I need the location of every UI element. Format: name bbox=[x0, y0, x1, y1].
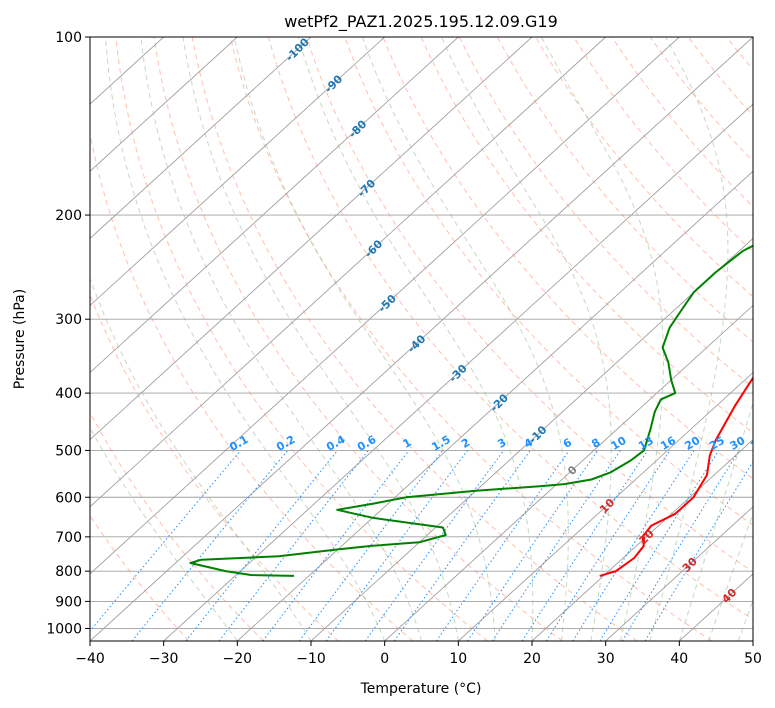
moist-adiabat-line bbox=[649, 37, 729, 641]
mixing-ratio-line bbox=[621, 450, 740, 641]
y-tick-label: 100 bbox=[55, 30, 82, 46]
x-tick-label: 0 bbox=[380, 651, 389, 667]
y-tick-label: 900 bbox=[55, 594, 82, 610]
moist-adiabat-line bbox=[90, 276, 312, 641]
dry-adiabat-line bbox=[754, 24, 775, 641]
isotherm-line bbox=[90, 37, 385, 307]
mixing-ratio-line bbox=[262, 450, 410, 641]
isotherm-line bbox=[237, 170, 753, 641]
moist-adiabat-line bbox=[140, 37, 422, 641]
temperature-line bbox=[599, 376, 753, 577]
y-tick-label: 700 bbox=[55, 530, 82, 546]
y-axis-label: Pressure (hPa) bbox=[12, 289, 28, 389]
isotherm-line bbox=[752, 640, 753, 641]
dry-adiabat-line bbox=[306, 37, 753, 573]
isotherm-line bbox=[458, 371, 753, 641]
mixing-ratio-line bbox=[364, 450, 505, 641]
x-tick-label: 40 bbox=[670, 651, 688, 667]
mixing-ratio-line bbox=[393, 450, 531, 641]
isotherm-line bbox=[90, 37, 459, 374]
mixing-ratio-line bbox=[521, 450, 649, 641]
moist-adiabat-line bbox=[361, 37, 569, 641]
moist-adiabat-line bbox=[182, 37, 459, 641]
y-tick-label: 200 bbox=[55, 208, 82, 224]
dry-adiabat-line bbox=[90, 293, 339, 641]
dry-adiabat-line bbox=[115, 37, 488, 641]
mixing-ratio-line bbox=[325, 450, 468, 641]
y-tick-label: 1000 bbox=[46, 622, 82, 638]
moist-adiabat-line bbox=[678, 401, 753, 641]
y-tick-label: 800 bbox=[55, 564, 82, 580]
mixing-ratio-line bbox=[572, 450, 695, 641]
mixing-ratio-line bbox=[435, 450, 570, 641]
x-tick-label: −10 bbox=[296, 651, 326, 667]
dry-adiabat-line bbox=[420, 37, 753, 434]
moist-adiabat-line bbox=[540, 37, 664, 641]
dry-adiabat-line bbox=[382, 37, 753, 480]
background-lines bbox=[90, 24, 775, 641]
mixing-ratio-line bbox=[185, 450, 338, 641]
x-axis-label: Temperature (°C) bbox=[360, 681, 482, 697]
moist-adiabat-line bbox=[105, 37, 386, 641]
mixing-ratio-line bbox=[545, 450, 671, 641]
isotherm-line bbox=[605, 506, 753, 641]
plot-frame bbox=[89, 36, 754, 642]
dry-adiabat-line bbox=[90, 514, 190, 641]
isotherm-line bbox=[90, 37, 606, 508]
mixing-ratio-line bbox=[491, 450, 621, 641]
x-tick-label: 10 bbox=[449, 651, 467, 667]
dry-adiabat-line bbox=[344, 37, 753, 526]
x-tick-label: 50 bbox=[744, 651, 762, 667]
dry-adiabat-line bbox=[229, 37, 712, 641]
moist-adiabat-line bbox=[441, 37, 612, 641]
y-tick-label: 500 bbox=[55, 443, 82, 459]
dry-adiabat-line bbox=[191, 37, 638, 641]
isotherm-line bbox=[90, 37, 533, 441]
moist-adiabat-line bbox=[90, 426, 238, 641]
y-tick-label: 600 bbox=[55, 490, 82, 506]
isotherm-line bbox=[163, 103, 753, 641]
y-tick-label: 400 bbox=[55, 386, 82, 402]
dry-adiabat-line bbox=[535, 37, 753, 298]
mixing-ratio-line bbox=[90, 450, 242, 632]
isotherm-line bbox=[90, 37, 312, 239]
y-tick-label: 300 bbox=[55, 312, 82, 328]
x-tick-label: −40 bbox=[75, 651, 105, 667]
dry-adiabat-line bbox=[90, 411, 264, 641]
dry-adiabat-line bbox=[153, 37, 563, 641]
axes: −40 −30 −20 −10 0 10 20 30 40 50 100 200 300 400 500 60… bbox=[46, 30, 762, 667]
mixing-ratio-line bbox=[298, 450, 444, 641]
isotherm-line bbox=[90, 37, 238, 172]
isotherm-line bbox=[310, 237, 753, 641]
mixing-ratio-label: 36 bbox=[748, 434, 768, 453]
mixing-ratio-line bbox=[599, 450, 720, 641]
moist-adiabat-line bbox=[297, 37, 534, 641]
mixing-ratio-line bbox=[467, 450, 599, 641]
x-tick-label: 20 bbox=[523, 651, 541, 667]
x-tick-label: 30 bbox=[597, 651, 615, 667]
isotherm-line bbox=[90, 37, 753, 641]
x-tick-label: −20 bbox=[223, 651, 253, 667]
isotherm-line bbox=[384, 304, 753, 641]
isotherm-line bbox=[90, 37, 680, 575]
sounding-series bbox=[189, 244, 753, 577]
dewpoint-line bbox=[189, 244, 753, 577]
mixing-ratio-line bbox=[131, 450, 288, 641]
chart-title: wetPf2_PAZ1.2025.195.12.09.G19 bbox=[284, 12, 558, 32]
x-tick-label: −30 bbox=[149, 651, 179, 667]
